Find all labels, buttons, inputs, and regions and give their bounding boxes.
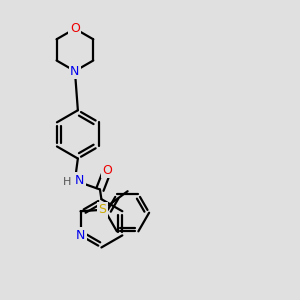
Text: S: S [99, 203, 106, 216]
Text: N: N [70, 64, 80, 78]
Text: H: H [62, 177, 71, 187]
Text: O: O [102, 164, 112, 177]
Text: N: N [75, 174, 84, 187]
Text: O: O [70, 22, 80, 35]
Text: N: N [76, 229, 85, 242]
